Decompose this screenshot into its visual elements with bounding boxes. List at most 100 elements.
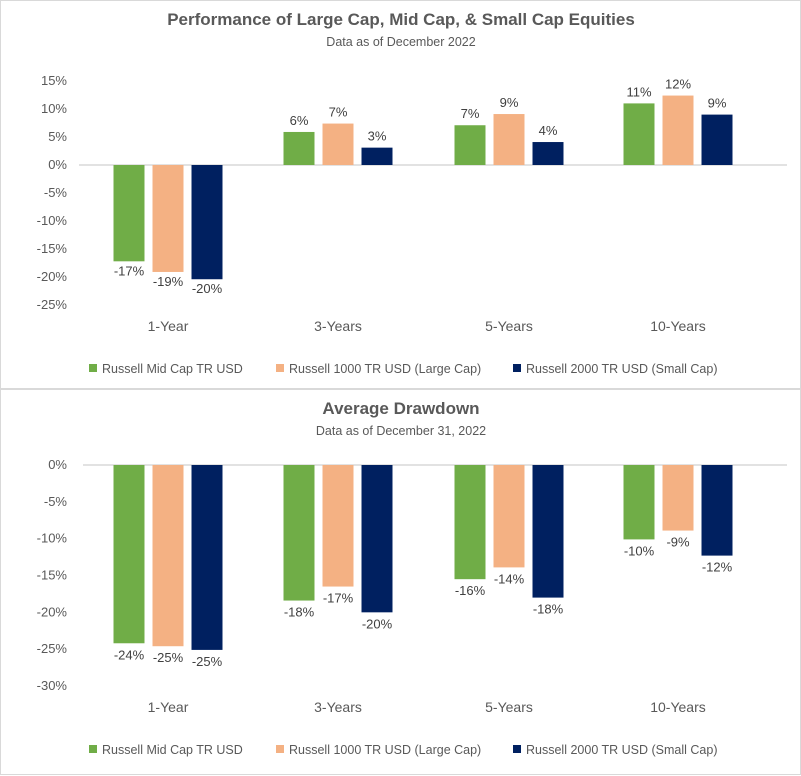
- chart-title: Average Drawdown: [322, 399, 479, 418]
- legend-swatch: [276, 745, 284, 753]
- bar-large-cap: [662, 95, 694, 165]
- data-label: -12%: [702, 560, 733, 575]
- data-label: 7%: [329, 105, 348, 120]
- data-label: -18%: [284, 605, 315, 620]
- data-label: 12%: [665, 77, 691, 92]
- y-tick-label: 5%: [48, 129, 67, 144]
- performance-chart: Performance of Large Cap, Mid Cap, & Sma…: [37, 10, 787, 376]
- y-tick-label: -20%: [37, 604, 68, 619]
- data-labels-group: -24% -18% -16% -10% -25% -17% -14% -9% -25% -20% -…: [114, 535, 733, 669]
- x-category-label: 5-Years: [485, 318, 533, 334]
- legend: Russell Mid Cap TR USD Russell 1000 TR US…: [89, 362, 718, 376]
- y-tick-label: -20%: [37, 269, 68, 284]
- bar-mid-cap: [113, 465, 145, 644]
- bar-mid-cap: [623, 103, 655, 165]
- bar-small-cap: [361, 147, 393, 165]
- y-axis-ticks: 0% -5% -10% -15% -20% -25% -30%: [37, 457, 68, 693]
- performance-chart-panel: Performance of Large Cap, Mid Cap, & Sma…: [1, 1, 800, 387]
- y-tick-label: -10%: [37, 531, 68, 546]
- bar-small-cap: [191, 465, 223, 650]
- bar-large-cap: [152, 165, 184, 272]
- data-label: 3%: [368, 129, 387, 144]
- data-label: 4%: [539, 123, 558, 138]
- bar-mid-cap: [113, 165, 145, 262]
- x-axis-categories: 1-Year 3-Years 5-Years 10-Years: [148, 699, 706, 715]
- x-category-label: 10-Years: [650, 699, 706, 715]
- bar-large-cap: [493, 114, 525, 165]
- data-label: -25%: [153, 650, 184, 665]
- bar-large-cap: [152, 465, 184, 647]
- legend-label: Russell Mid Cap TR USD: [102, 362, 243, 376]
- y-tick-label: 15%: [41, 73, 67, 88]
- bar-small-cap: [701, 114, 733, 165]
- data-label: 9%: [500, 95, 519, 110]
- chart-subtitle: Data as of December 31, 2022: [316, 424, 486, 438]
- bar-small-cap: [532, 142, 564, 165]
- data-label: 6%: [290, 113, 309, 128]
- data-label: -9%: [666, 535, 690, 550]
- data-label: -18%: [533, 602, 564, 617]
- bar-large-cap: [322, 465, 354, 587]
- bar-mid-cap: [454, 125, 486, 165]
- legend-label: Russell 2000 TR USD (Small Cap): [526, 362, 718, 376]
- bar-large-cap: [662, 465, 694, 531]
- legend-swatch: [513, 745, 521, 753]
- x-category-label: 3-Years: [314, 699, 362, 715]
- y-tick-label: 0%: [48, 157, 67, 172]
- data-label: 9%: [708, 96, 727, 111]
- bar-small-cap: [701, 465, 733, 556]
- data-labels-group: -17% 6% 7% 11% -19% 7% 9% 12% -20% 3% 4% 9%: [114, 77, 727, 297]
- data-label: -17%: [323, 591, 354, 606]
- data-label: 11%: [626, 84, 651, 99]
- data-label: 7%: [461, 106, 480, 121]
- bars-group: [113, 95, 733, 280]
- chart-title: Performance of Large Cap, Mid Cap, & Sma…: [167, 10, 635, 29]
- x-category-label: 5-Years: [485, 699, 533, 715]
- bar-large-cap: [322, 123, 354, 165]
- data-label: -24%: [114, 647, 145, 662]
- bar-mid-cap: [623, 465, 655, 540]
- bar-mid-cap: [454, 465, 486, 580]
- y-tick-label: -5%: [44, 185, 68, 200]
- y-tick-label: -15%: [37, 241, 68, 256]
- drawdown-chart-panel: Average Drawdown Data as of December 31,…: [1, 388, 800, 776]
- x-axis-categories: 1-Year 3-Years 5-Years 10-Years: [148, 318, 706, 334]
- legend-label: Russell 1000 TR USD (Large Cap): [289, 743, 481, 757]
- y-tick-label: -25%: [37, 641, 68, 656]
- data-label: -20%: [192, 281, 223, 296]
- legend-swatch: [276, 364, 284, 372]
- data-label: -17%: [114, 263, 145, 278]
- data-label: -10%: [624, 543, 655, 558]
- legend-label: Russell 1000 TR USD (Large Cap): [289, 362, 481, 376]
- data-label: -20%: [362, 616, 393, 631]
- y-tick-label: -5%: [44, 494, 68, 509]
- x-category-label: 1-Year: [148, 699, 189, 715]
- chart-subtitle: Data as of December 2022: [326, 35, 475, 49]
- legend-label: Russell 2000 TR USD (Small Cap): [526, 743, 718, 757]
- y-tick-label: 0%: [48, 457, 67, 472]
- bar-small-cap: [532, 465, 564, 598]
- legend: Russell Mid Cap TR USD Russell 1000 TR US…: [89, 743, 718, 757]
- bar-large-cap: [493, 465, 525, 568]
- bar-mid-cap: [283, 131, 315, 165]
- y-axis-ticks: 15% 10% 5% 0% -5% -10% -15% -20% -25%: [37, 73, 68, 312]
- y-tick-label: -10%: [37, 213, 68, 228]
- x-category-label: 1-Year: [148, 318, 189, 334]
- y-tick-label: -30%: [37, 678, 68, 693]
- y-tick-label: -25%: [37, 297, 68, 312]
- bar-mid-cap: [283, 465, 315, 601]
- data-label: -19%: [153, 274, 184, 289]
- legend-swatch: [89, 364, 97, 372]
- x-category-label: 3-Years: [314, 318, 362, 334]
- data-label: -25%: [192, 654, 223, 669]
- y-tick-label: -15%: [37, 568, 68, 583]
- drawdown-chart: Average Drawdown Data as of December 31,…: [37, 399, 787, 757]
- legend-label: Russell Mid Cap TR USD: [102, 743, 243, 757]
- bars-group: [113, 465, 733, 650]
- bar-small-cap: [191, 165, 223, 280]
- data-label: -14%: [494, 571, 525, 586]
- legend-swatch: [89, 745, 97, 753]
- bar-small-cap: [361, 465, 393, 613]
- x-category-label: 10-Years: [650, 318, 706, 334]
